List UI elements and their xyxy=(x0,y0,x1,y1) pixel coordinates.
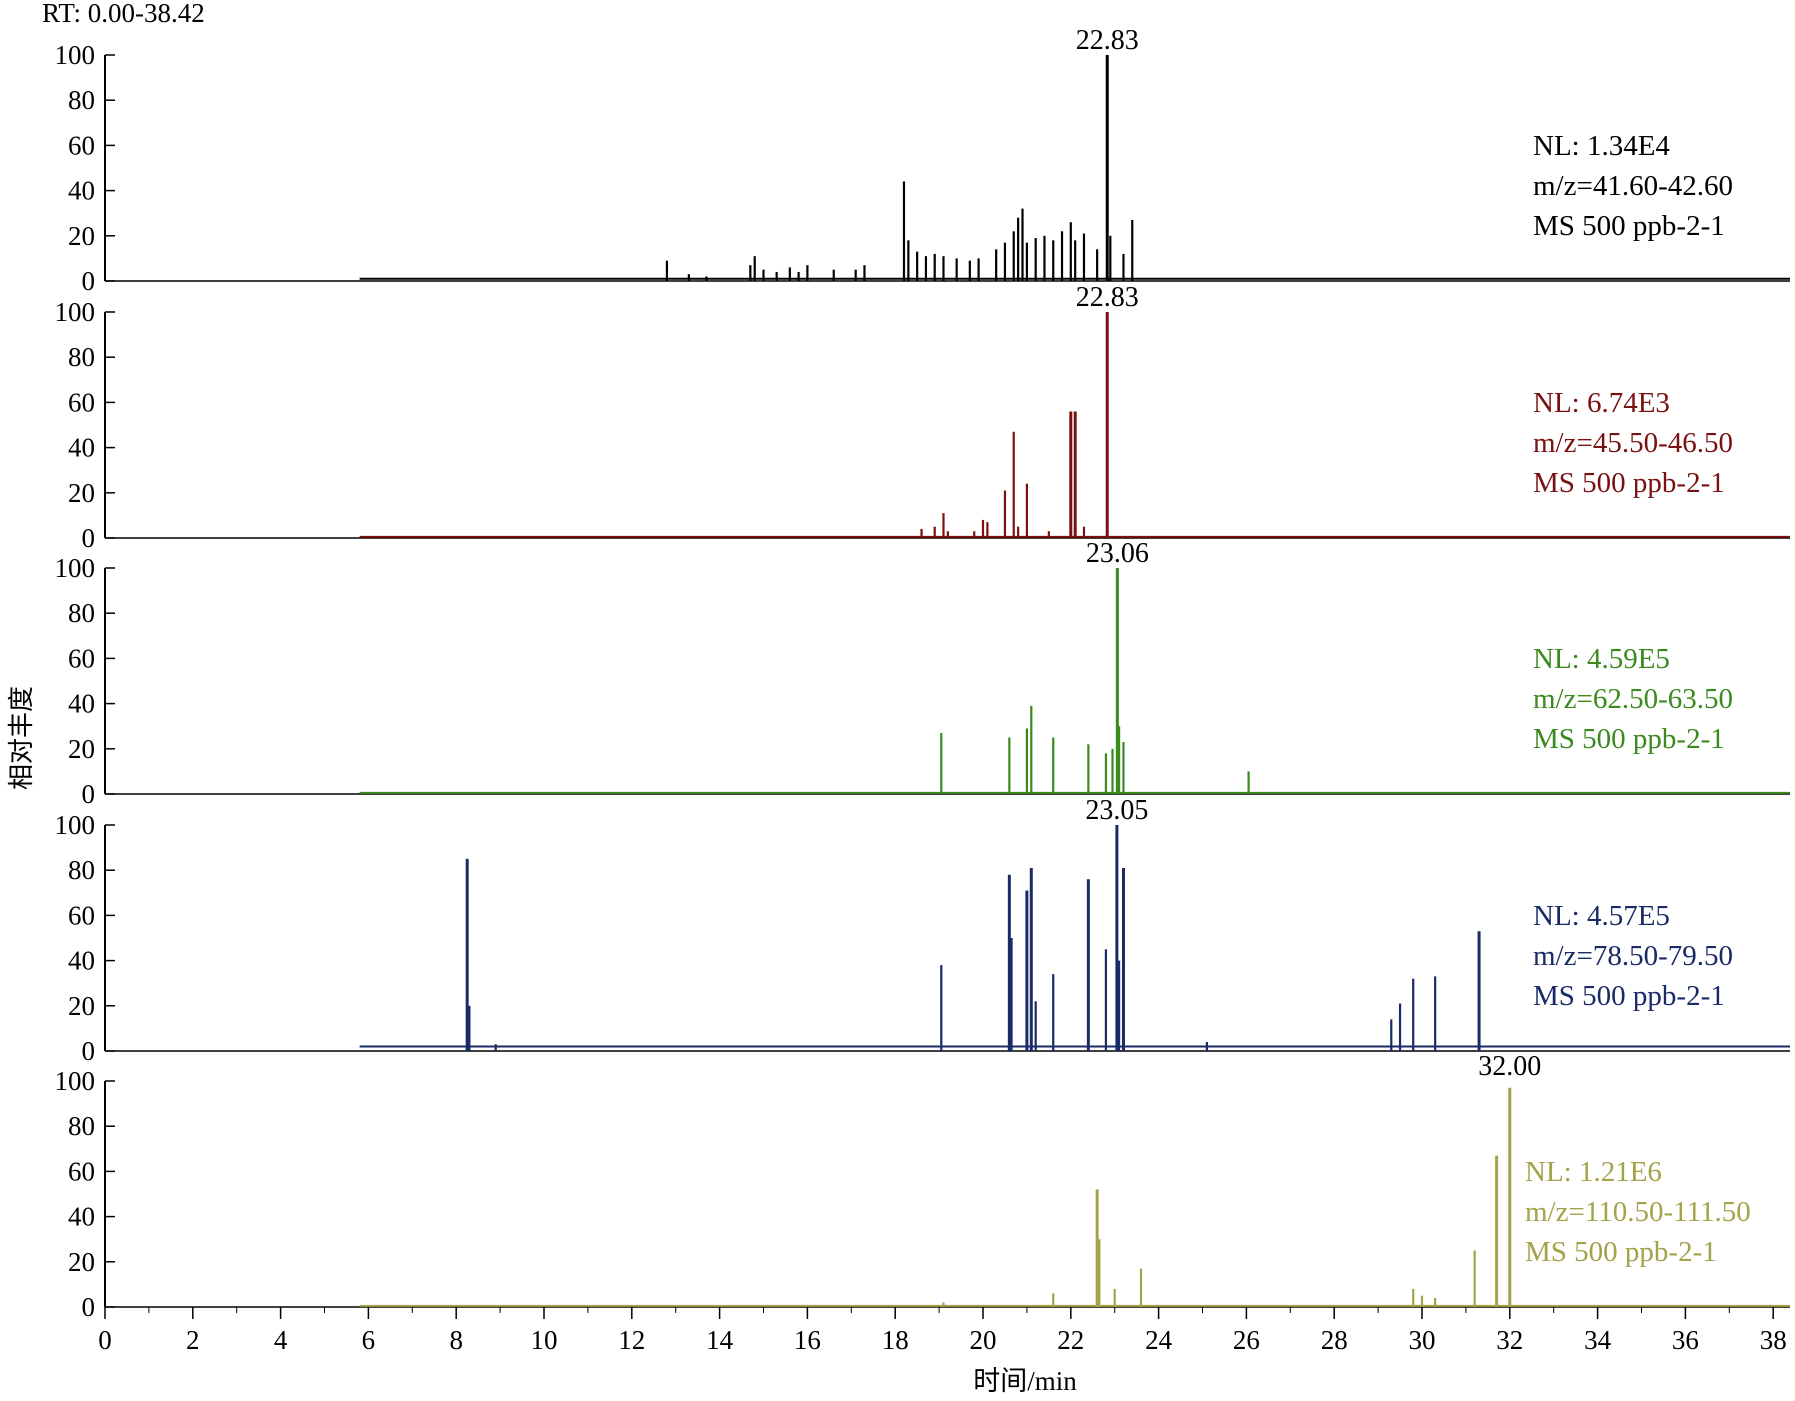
info-line: MS 500 ppb-2-1 xyxy=(1533,723,1725,755)
y-tick-label: 100 xyxy=(55,1066,96,1096)
x-tick-label: 26 xyxy=(1233,1325,1260,1355)
chromatogram-panel-4: 0 20 40 60 80 100 23.05 NL: 4.57E5 m/z=78.50-79.… xyxy=(55,795,1790,1066)
info-line: NL: 4.59E5 xyxy=(1533,643,1670,675)
y-tick-label: 60 xyxy=(68,387,95,417)
info-line: NL: 4.57E5 xyxy=(1533,900,1670,932)
y-tick-label: 80 xyxy=(68,598,95,628)
info-line: m/z=41.60-42.60 xyxy=(1533,170,1733,202)
info-line: NL: 1.21E6 xyxy=(1525,1156,1662,1188)
y-tick-label: 100 xyxy=(55,40,96,70)
x-tick-label: 4 xyxy=(274,1325,288,1355)
info-line: NL: 6.74E3 xyxy=(1533,387,1670,419)
x-tick-label: 24 xyxy=(1145,1325,1173,1355)
x-axis-label: 时间/min xyxy=(973,1366,1077,1396)
y-tick-label: 80 xyxy=(68,85,95,115)
y-tick-label: 0 xyxy=(82,266,96,296)
chromatogram-panel-5: 0 20 40 60 80 100 32.00 NL: 1.21E6 m/z=110.50-11… xyxy=(55,1051,1790,1322)
y-tick-label: 100 xyxy=(55,553,96,583)
peak-label: 32.00 xyxy=(1478,1051,1541,1082)
chromatogram-panel-2: 0 20 40 60 80 100 22.83 NL: 6.74E3 m/z=45.50-46.… xyxy=(55,282,1790,553)
peak-label: 23.06 xyxy=(1086,538,1149,569)
y-tick-label: 20 xyxy=(68,991,95,1021)
y-tick-label: 60 xyxy=(68,900,95,930)
y-tick-label: 100 xyxy=(55,810,96,840)
x-tick-label: 6 xyxy=(362,1325,376,1355)
x-tick-label: 36 xyxy=(1672,1325,1699,1355)
y-tick-label: 80 xyxy=(68,1111,95,1141)
y-tick-label: 40 xyxy=(68,689,95,719)
x-tick-label: 30 xyxy=(1409,1325,1436,1355)
y-tick-label: 20 xyxy=(68,734,95,764)
y-tick-label: 0 xyxy=(82,1036,96,1066)
y-tick-label: 0 xyxy=(82,1292,96,1322)
x-tick-label: 16 xyxy=(794,1325,821,1355)
y-tick-label: 20 xyxy=(68,478,95,508)
x-tick-label: 0 xyxy=(98,1325,112,1355)
x-tick-label: 8 xyxy=(449,1325,463,1355)
x-tick-label: 10 xyxy=(531,1325,558,1355)
x-tick-label: 18 xyxy=(882,1325,909,1355)
info-line: NL: 1.34E4 xyxy=(1533,130,1670,162)
y-tick-label: 40 xyxy=(68,1202,95,1232)
x-tick-label: 20 xyxy=(970,1325,997,1355)
peak-label: 22.83 xyxy=(1076,282,1139,313)
peak-label: 22.83 xyxy=(1076,25,1139,56)
x-tick-label: 28 xyxy=(1321,1325,1348,1355)
y-tick-label: 60 xyxy=(68,643,95,673)
y-tick-label: 60 xyxy=(68,1156,95,1186)
x-tick-label: 12 xyxy=(618,1325,645,1355)
y-tick-label: 80 xyxy=(68,855,95,885)
y-axis-label: 相对丰度 xyxy=(7,686,37,790)
info-line: m/z=110.50-111.50 xyxy=(1525,1196,1751,1228)
info-line: m/z=78.50-79.50 xyxy=(1533,940,1733,972)
y-tick-label: 40 xyxy=(68,433,95,463)
y-tick-label: 60 xyxy=(68,130,95,160)
y-tick-label: 20 xyxy=(68,221,95,251)
y-tick-label: 40 xyxy=(68,176,95,206)
info-line: m/z=45.50-46.50 xyxy=(1533,427,1733,459)
x-tick-label: 2 xyxy=(186,1325,200,1355)
x-tick-label: 32 xyxy=(1496,1325,1523,1355)
info-line: MS 500 ppb-2-1 xyxy=(1533,467,1725,499)
info-line: MS 500 ppb-2-1 xyxy=(1533,980,1725,1012)
rt-range-label: RT: 0.00-38.42 xyxy=(42,0,205,28)
chromatogram-panel-3: 0 20 40 60 80 100 23.06 NL: 4.59E5 m/z=62.50-63.… xyxy=(55,538,1790,809)
info-line: MS 500 ppb-2-1 xyxy=(1533,210,1725,242)
y-tick-label: 40 xyxy=(68,946,95,976)
y-tick-label: 80 xyxy=(68,342,95,372)
x-tick-label: 14 xyxy=(706,1325,734,1355)
y-tick-label: 0 xyxy=(82,779,96,809)
peak-label: 23.05 xyxy=(1085,795,1148,826)
chromatogram-panel-1: 0 20 40 60 80 100 22.83 NL: 1.34E4 m/z=41.60-42.… xyxy=(55,25,1790,296)
y-tick-label: 0 xyxy=(82,523,96,553)
y-tick-label: 20 xyxy=(68,1247,95,1277)
x-tick-label: 34 xyxy=(1584,1325,1612,1355)
info-line: MS 500 ppb-2-1 xyxy=(1525,1236,1717,1268)
info-line: m/z=62.50-63.50 xyxy=(1533,683,1733,715)
y-tick-label: 100 xyxy=(55,297,96,327)
x-tick-label: 22 xyxy=(1057,1325,1084,1355)
x-tick-label: 38 xyxy=(1760,1325,1787,1355)
